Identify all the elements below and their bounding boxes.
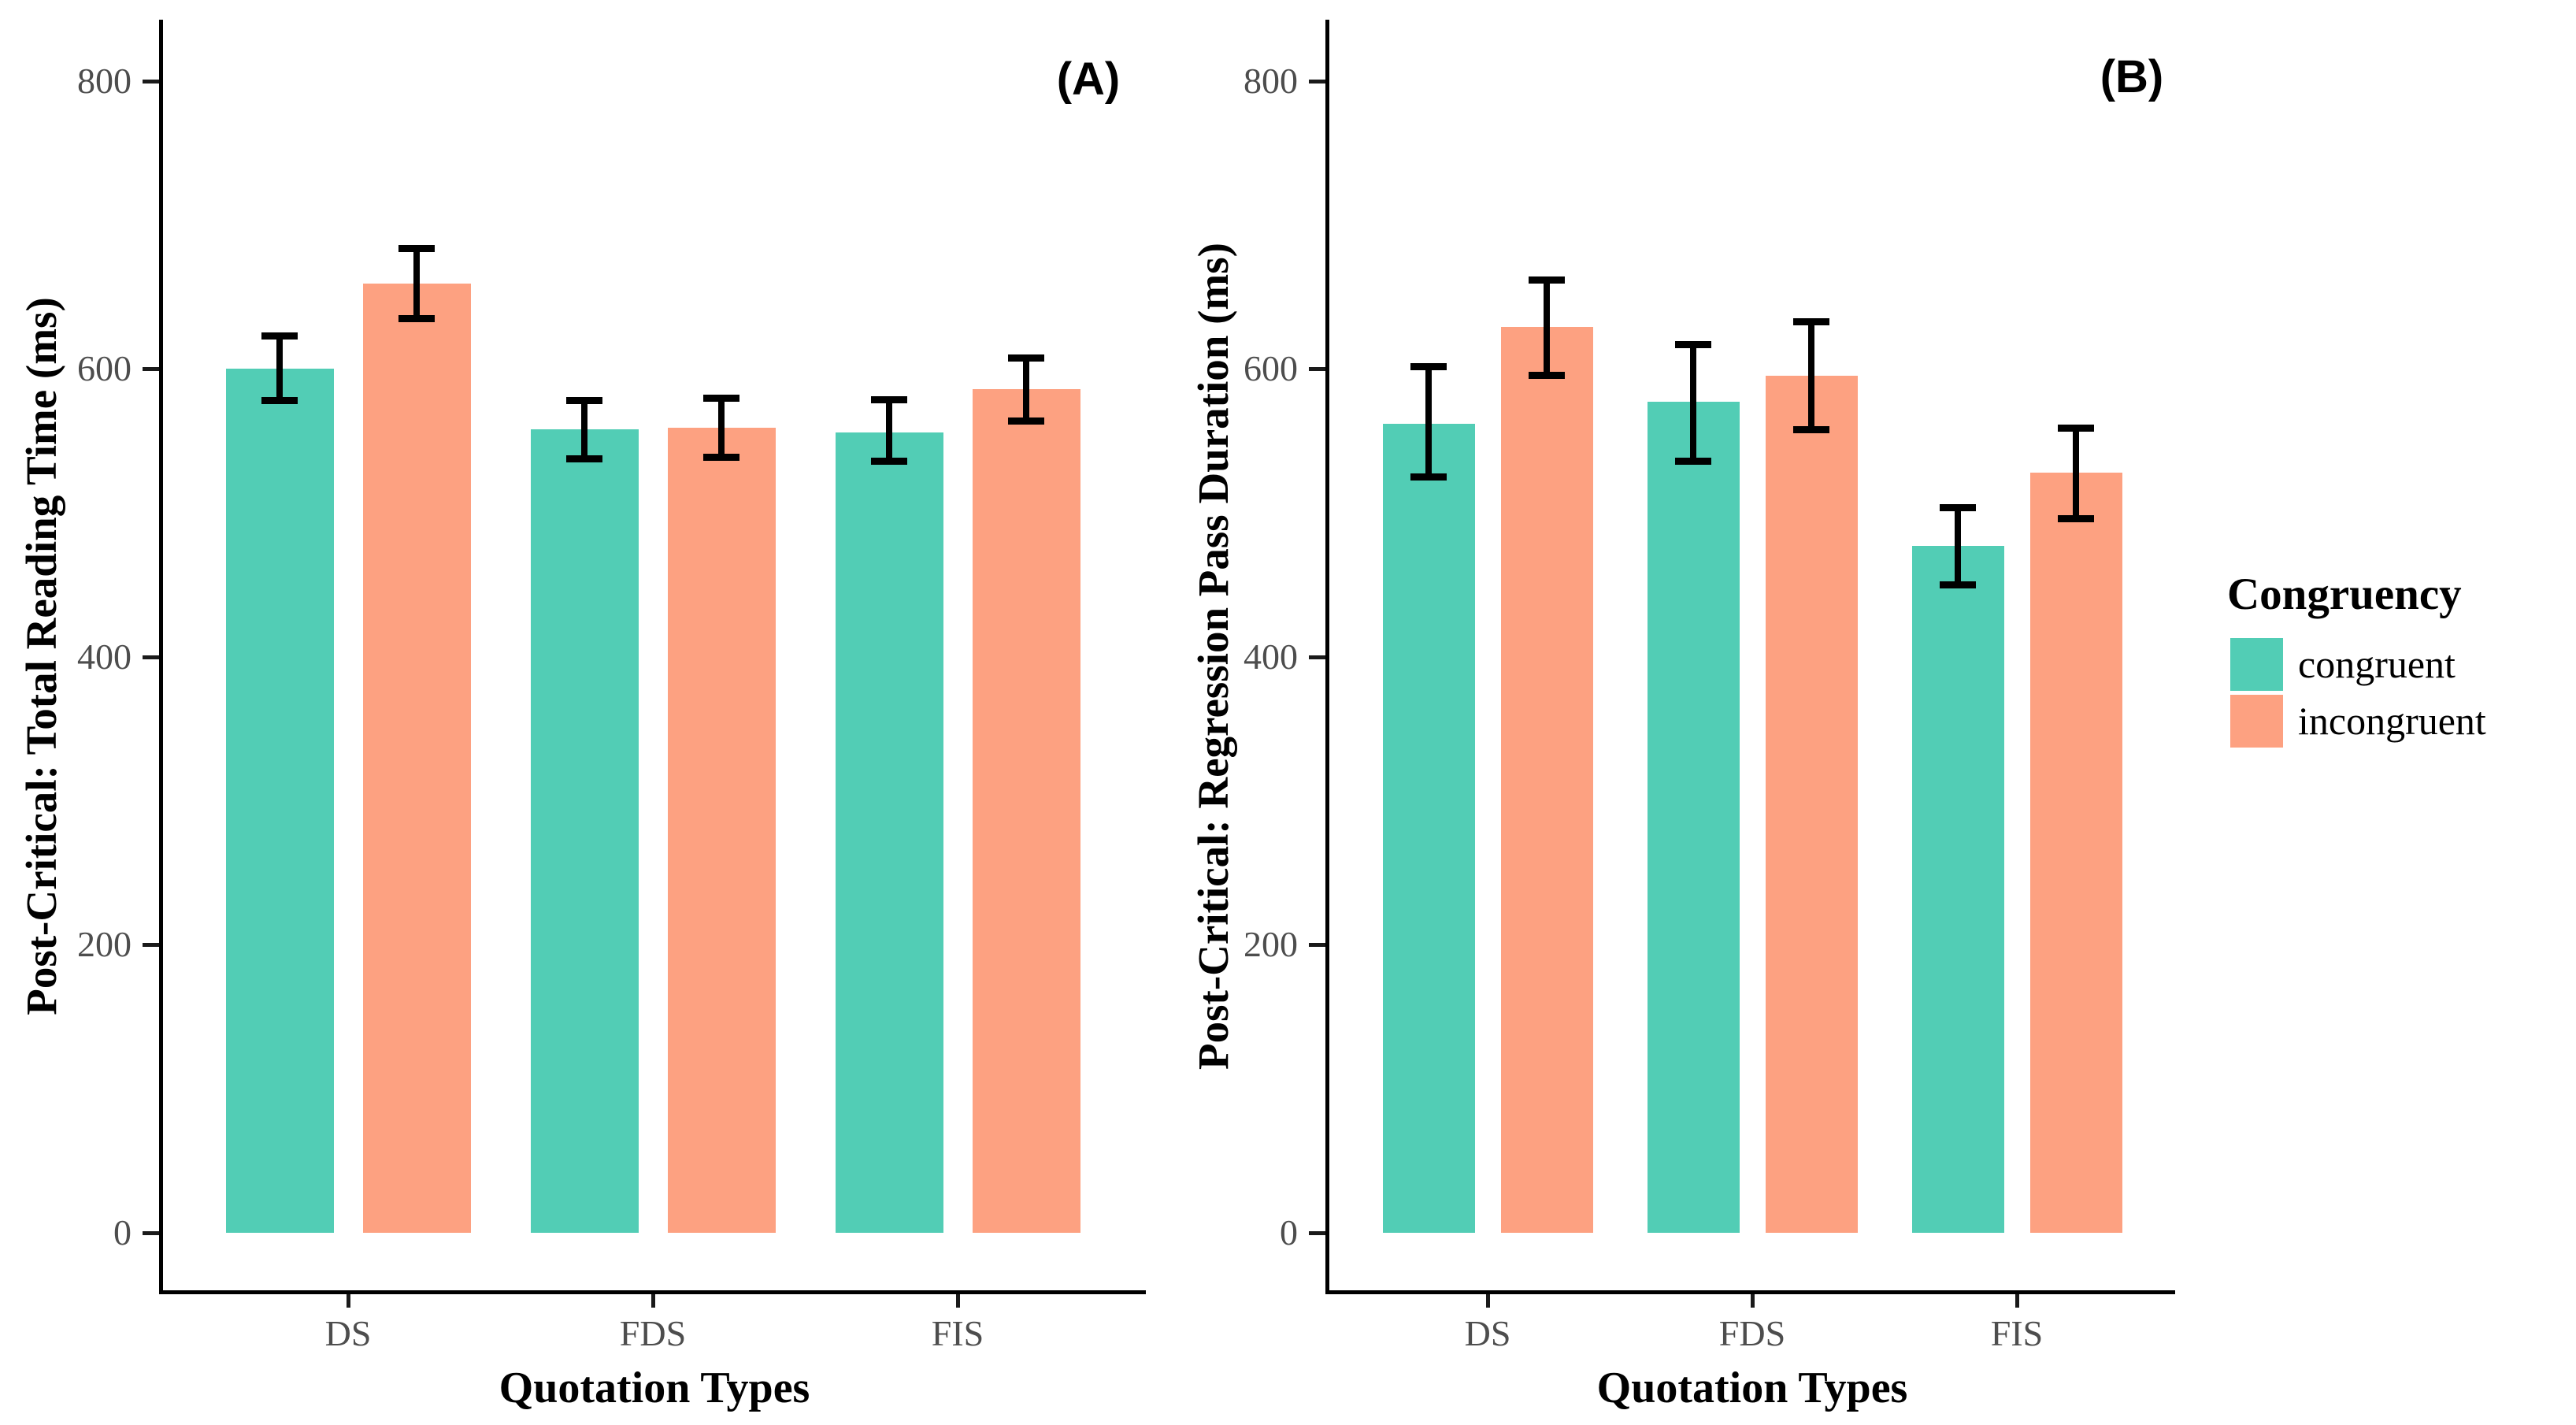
error-bar-cap-bottom (1410, 473, 1447, 481)
bar-congruent-DS (225, 369, 334, 1233)
bar-incongruent-DS (362, 284, 471, 1233)
error-bar-cap-bottom (1793, 425, 1829, 433)
x-tick-mark (1751, 1294, 1755, 1308)
panel-b-label: (B) (2100, 50, 2164, 102)
error-bar-cap-top (1008, 354, 1044, 362)
error-bar-line (718, 397, 725, 457)
error-bar-line (1544, 279, 1550, 375)
x-tick-mark (1486, 1294, 1490, 1308)
x-axis-line (1325, 1290, 2175, 1294)
y-tick-mark (143, 79, 159, 83)
error-bar-cap-bottom (261, 397, 298, 405)
bar-congruent-FDS (1647, 402, 1740, 1233)
x-tick-mark (956, 1294, 960, 1308)
error-bar-cap-top (1529, 276, 1565, 284)
y-tick-mark (143, 1231, 159, 1235)
error-bar-cap-bottom (1940, 581, 1976, 589)
bar-congruent-FIS (1911, 546, 2004, 1233)
bar-incongruent-FDS (667, 428, 776, 1233)
error-bar-line (1808, 321, 1814, 429)
x-tick-label: FDS (619, 1313, 687, 1353)
y-tick-label: 200 (1244, 924, 1298, 965)
error-bar-cap-bottom (1675, 458, 1711, 466)
y-tick-label: 0 (1280, 1212, 1298, 1252)
y-tick-label: 0 (113, 1212, 132, 1252)
y-tick-label: 600 (1244, 348, 1298, 389)
y-axis-line (1325, 20, 1329, 1293)
error-bar-line (886, 399, 892, 462)
error-bar-cap-top (261, 332, 298, 340)
x-tick-label: FIS (931, 1313, 984, 1353)
error-bar-line (581, 400, 587, 458)
x-tick-mark (2015, 1294, 2019, 1308)
y-tick-label: 400 (1244, 636, 1298, 677)
x-tick-mark (347, 1294, 350, 1308)
y-tick-mark (1309, 79, 1325, 83)
y-tick-mark (143, 367, 159, 372)
panel-a-x-axis-title: Quotation Types (499, 1364, 810, 1412)
error-bar-line (1425, 366, 1432, 477)
y-tick-label: 200 (77, 924, 132, 965)
y-tick-label: 800 (77, 60, 132, 101)
error-bar-cap-bottom (2058, 515, 2094, 523)
bar-congruent-DS (1382, 423, 1475, 1233)
y-tick-mark (1309, 1231, 1325, 1235)
y-tick-label: 400 (77, 636, 132, 677)
y-tick-label: 800 (1244, 60, 1298, 101)
error-bar-cap-top (2058, 425, 2094, 432)
error-bar-line (413, 247, 420, 319)
x-tick-label: DS (1464, 1313, 1511, 1353)
y-tick-mark (1309, 655, 1325, 659)
error-bar-cap-top (1793, 317, 1829, 325)
error-bar-cap-bottom (398, 315, 435, 323)
x-axis-line (159, 1290, 1146, 1294)
y-tick-mark (143, 655, 159, 659)
error-bar-cap-top (1410, 362, 1447, 370)
error-bar-cap-top (566, 397, 602, 405)
bar-congruent-FIS (835, 432, 943, 1233)
error-bar-cap-top (871, 395, 907, 403)
error-bar-cap-bottom (1008, 417, 1044, 425)
error-bar-cap-top (1940, 503, 1976, 511)
error-bar-line (1023, 357, 1029, 421)
error-bar-cap-bottom (871, 458, 907, 466)
error-bar-cap-bottom (1529, 371, 1565, 379)
y-tick-mark (1309, 367, 1325, 372)
bar-incongruent-FIS (972, 388, 1080, 1233)
error-bar-cap-top (703, 394, 739, 402)
error-bar-cap-top (398, 244, 435, 252)
y-tick-mark (143, 943, 159, 948)
y-axis-line (159, 20, 163, 1293)
bar-congruent-FDS (530, 429, 639, 1233)
error-bar-cap-top (1675, 341, 1711, 349)
x-tick-label: DS (324, 1313, 372, 1353)
panel-b-x-axis-title: Quotation Types (1596, 1364, 1908, 1412)
panel-a-label: (A) (1056, 53, 1121, 105)
bar-incongruent-FIS (2029, 472, 2122, 1233)
error-bar-line (1955, 507, 1961, 585)
error-bar-cap-bottom (703, 453, 739, 461)
y-tick-mark (1309, 943, 1325, 948)
error-bar-line (276, 336, 283, 401)
error-bar-line (2073, 428, 2079, 519)
error-bar-cap-bottom (566, 455, 602, 462)
x-tick-label: FDS (1718, 1313, 1786, 1353)
y-tick-label: 600 (77, 348, 132, 389)
x-tick-mark (651, 1294, 655, 1308)
error-bar-line (1690, 344, 1696, 462)
bar-incongruent-FDS (1765, 376, 1858, 1233)
bar-incongruent-DS (1500, 327, 1593, 1233)
x-tick-label: FIS (1990, 1313, 2044, 1353)
